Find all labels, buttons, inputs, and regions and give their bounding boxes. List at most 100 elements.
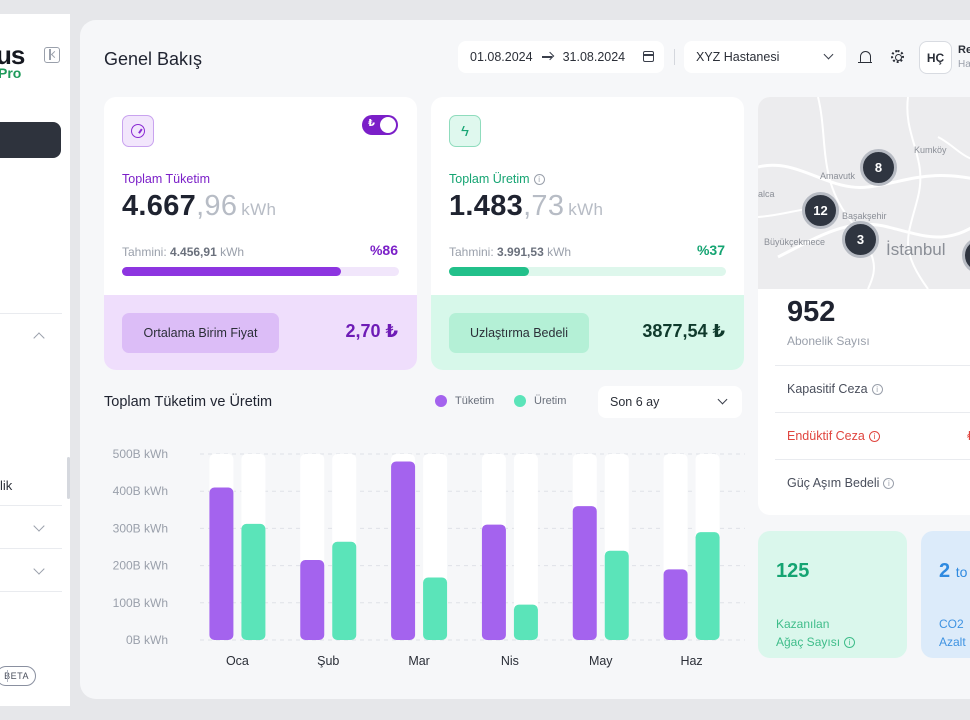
settlement-fee-button[interactable]: Uzlaştırma Bedeli [449, 313, 589, 353]
power-excess-fee-label: Güç Aşım Bedeli i [787, 476, 895, 490]
capacitive-penalty-label: Kapasitif Ceza i [787, 382, 883, 396]
map-cluster[interactable]: 8 [860, 149, 897, 186]
legend-label: Tüketim [455, 395, 495, 407]
estimate-unit: kWh [547, 245, 572, 259]
info-icon[interactable]: i [533, 174, 545, 185]
sidebar-item-active[interactable] [0, 122, 61, 158]
bell-icon[interactable] [858, 51, 872, 63]
period-select[interactable]: Son 6 ay [598, 386, 742, 418]
hospital-value: XYZ Hastanesi [696, 50, 780, 64]
production-label-text: Toplam Üretim [449, 172, 530, 186]
toggle-knob [380, 117, 396, 133]
chevron-down-icon[interactable] [33, 520, 45, 532]
user-name: Re [958, 44, 970, 56]
map-summary-card: Kumköy Amavutk alca Başakşehir Büyükçekm… [758, 97, 970, 515]
map-cluster[interactable]: 3 [842, 221, 879, 258]
consumption-label: Toplam Tüketim [122, 172, 210, 186]
map-label: Büyükçekmece [764, 237, 826, 247]
currency-toggle[interactable]: ₺ [362, 115, 398, 135]
production-unit: kWh [568, 200, 604, 219]
page-title: Genel Bakış [104, 49, 203, 69]
x-tick-label: Nis [501, 654, 519, 668]
info-icon[interactable]: i [844, 637, 856, 648]
logo: us [0, 40, 25, 70]
consumption-percent: %86 [369, 242, 398, 258]
avatar[interactable]: HÇ [919, 41, 952, 74]
bar-production [241, 523, 266, 640]
map[interactable]: Kumköy Amavutk alca Başakşehir Büyükçekm… [758, 97, 970, 289]
sidebar-divider [0, 505, 62, 506]
map-cluster[interactable]: 12 [802, 192, 839, 229]
hospital-select[interactable]: XYZ Hastanesi [684, 41, 846, 73]
lira-icon: ₺ [368, 118, 375, 129]
bar-production [695, 532, 720, 640]
production-value-dec: ,73 [523, 190, 565, 222]
main-panel: Genel Bakış 01.08.2024 31.08.2024 XYZ Ha… [80, 20, 970, 699]
x-tick-label: Mar [408, 654, 430, 668]
y-tick-label: 300B kWh [113, 521, 168, 535]
y-tick-label: 500B kWh [113, 447, 168, 461]
production-card: ϟ Toplam Üretim i 1.483,73 kWh Tahmini: 3.… [431, 97, 744, 370]
y-tick-label: 100B kWh [113, 596, 168, 610]
consumption-unit: kWh [241, 200, 277, 219]
sidebar-scrollbar[interactable] [67, 457, 70, 499]
inductive-penalty-label: Endüktif Ceza i [787, 429, 880, 443]
subscription-count: 952 [787, 296, 836, 328]
gear-icon[interactable] [891, 50, 904, 63]
consumption-value: 4.667,96 kWh [122, 190, 276, 223]
bar-production [513, 604, 538, 640]
bar-production [423, 577, 448, 640]
arrow-right-icon [541, 52, 554, 62]
map-label: alca [758, 189, 775, 199]
production-progress-fill [449, 267, 530, 276]
consumption-value-dec: ,96 [196, 190, 238, 222]
sidebar-divider [0, 313, 62, 314]
divider [775, 365, 970, 366]
sidebar-divider [0, 591, 62, 592]
bar-consumption [391, 461, 416, 640]
estimate-value: 3.991,53 [497, 245, 544, 259]
bar-production [604, 550, 629, 640]
info-icon[interactable]: i [883, 478, 895, 489]
info-icon[interactable]: i [871, 384, 883, 395]
logo-sub: Pro [0, 65, 22, 81]
co2-value: 2 to [939, 560, 967, 583]
info-icon[interactable]: i [868, 431, 880, 442]
consumption-production-chart: 0B kWh 100B kWh 200B kWh 300B kWh 400B kWh 50… [113, 447, 745, 668]
avg-unit-price-value: 2,70 ₺ [345, 321, 398, 341]
x-tick-label: Şub [317, 654, 339, 668]
sidebar-item-label[interactable]: lik [0, 478, 13, 493]
avatar-initials: HÇ [926, 50, 945, 65]
legend-dot [435, 395, 447, 407]
header-divider [674, 49, 675, 65]
consumption-estimate: Tahmini: 4.456,91 kWh [122, 245, 244, 259]
co2-label-line: CO2 [939, 617, 964, 631]
penalty-text: Güç Aşım Bedeli [787, 476, 880, 490]
map-city-label: İstanbul [886, 240, 946, 259]
production-value-int: 1.483 [449, 190, 524, 222]
avg-unit-price-button[interactable]: Ortalama Birim Fiyat [122, 313, 279, 353]
settlement-fee-value: 3877,54 ₺ [642, 321, 725, 341]
bar-consumption [209, 487, 234, 640]
sidebar-divider [0, 548, 62, 549]
legend-dot [514, 395, 526, 407]
production-percent: %37 [696, 242, 725, 258]
chevron-up-icon[interactable] [33, 332, 45, 344]
sidebar-collapse-icon[interactable] [44, 47, 60, 63]
penalty-text: Kapasitif Ceza [787, 382, 868, 396]
date-range-picker[interactable]: 01.08.2024 31.08.2024 [458, 41, 664, 73]
bar-consumption [481, 524, 506, 640]
estimate-unit: kWh [220, 245, 245, 259]
beta-badge: BETA [0, 666, 36, 686]
legend-production[interactable]: Üretim [514, 395, 566, 407]
sidebar: us Pro lik BETA [0, 14, 70, 706]
estimate-label: Tahmini: [122, 245, 167, 259]
divider [775, 459, 970, 460]
consumption-value-int: 4.667 [122, 190, 197, 222]
chevron-down-icon[interactable] [33, 563, 45, 575]
y-tick-label: 400B kWh [113, 484, 168, 498]
legend-consumption[interactable]: Tüketim [435, 395, 494, 407]
co2-label-line: Azalt [939, 635, 966, 649]
user-role: Ha [958, 59, 970, 70]
x-tick-label: Haz [680, 654, 702, 668]
